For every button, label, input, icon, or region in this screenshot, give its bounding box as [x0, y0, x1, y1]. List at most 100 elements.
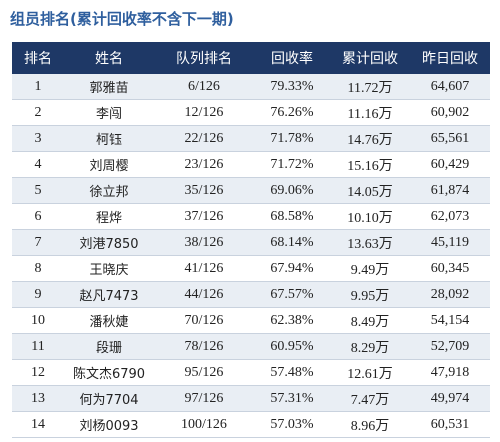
table-cell: 45,119 — [410, 229, 490, 256]
table-cell: 8.96万 — [330, 411, 410, 438]
table-row: 1 郭雅苗 6/126 79.33% 11.72万 64,607 — [12, 74, 490, 100]
table-cell: 陈文杰6790 — [64, 359, 154, 386]
table-cell: 61,874 — [410, 177, 490, 204]
table-cell: 潘秋婕 — [64, 307, 154, 334]
table-row: 12 陈文杰6790 95/126 57.48% 12.61万 47,918 — [12, 359, 490, 386]
table-cell: 23/126 — [154, 151, 254, 178]
table-cell: 11 — [12, 333, 64, 360]
table-cell: 4 — [12, 151, 64, 178]
table-cell: 52,709 — [410, 333, 490, 360]
table-row: 14 刘杨0093 100/126 57.03% 8.96万 60,531 — [12, 411, 490, 438]
table-cell: 54,154 — [410, 307, 490, 334]
table-row: 2 李闯 12/126 76.26% 11.16万 60,902 — [12, 99, 490, 126]
table-cell: 57.31% — [254, 385, 330, 412]
table-cell: 60,345 — [410, 255, 490, 282]
table-cell: 段珊 — [64, 333, 154, 360]
table-cell: 7.47万 — [330, 385, 410, 412]
header-cell: 队列排名 — [154, 42, 254, 74]
header-cell: 昨日回收 — [410, 42, 490, 74]
table-body: 1 郭雅苗 6/126 79.33% 11.72万 64,607 2 李闯 12/126 76.2… — [12, 74, 490, 438]
table-cell: 35/126 — [154, 177, 254, 204]
table-cell: 李闯 — [64, 99, 154, 126]
table-cell: 3 — [12, 125, 64, 152]
table-cell: 程烨 — [64, 203, 154, 230]
table-cell: 69.06% — [254, 177, 330, 204]
table-cell: 62,073 — [410, 203, 490, 230]
table-cell: 67.94% — [254, 255, 330, 282]
table-cell: 13.63万 — [330, 229, 410, 256]
header-row: 排名 姓名 队列排名 回收率 累计回收 昨日回收 — [12, 42, 490, 74]
table-cell: 65,561 — [410, 125, 490, 152]
title: 组员排名(累计回收率不含下一期) — [10, 10, 234, 28]
table-cell: 郭雅苗 — [64, 74, 154, 100]
table-cell: 2 — [12, 99, 64, 126]
table-row: 4 刘周樱 23/126 71.72% 15.16万 60,429 — [12, 151, 490, 178]
header-cell: 累计回收 — [330, 42, 410, 74]
table-row: 3 柯钰 22/126 71.78% 14.76万 65,561 — [12, 125, 490, 152]
table-cell: 76.26% — [254, 99, 330, 126]
table-cell: 13 — [12, 385, 64, 412]
table-cell: 10.10万 — [330, 203, 410, 230]
table-cell: 95/126 — [154, 359, 254, 386]
table-cell: 22/126 — [154, 125, 254, 152]
table-cell: 赵凡7473 — [64, 281, 154, 308]
header-cell: 回收率 — [254, 42, 330, 74]
table-cell: 100/126 — [154, 411, 254, 438]
table-cell: 14 — [12, 411, 64, 438]
table-cell: 60,429 — [410, 151, 490, 178]
table-cell: 60.95% — [254, 333, 330, 360]
table-cell: 57.03% — [254, 411, 330, 438]
table-cell: 刘周樱 — [64, 151, 154, 178]
table-cell: 97/126 — [154, 385, 254, 412]
table-cell: 9.95万 — [330, 281, 410, 308]
table-row: 13 何为7704 97/126 57.31% 7.47万 49,974 — [12, 385, 490, 412]
table-cell: 49,974 — [410, 385, 490, 412]
table-cell: 11.72万 — [330, 74, 410, 100]
table-cell: 79.33% — [254, 74, 330, 100]
table-row: 11 段珊 78/126 60.95% 8.29万 52,709 — [12, 333, 490, 360]
table-cell: 71.72% — [254, 151, 330, 178]
table-cell: 14.05万 — [330, 177, 410, 204]
table-cell: 60,902 — [410, 99, 490, 126]
table-cell: 57.48% — [254, 359, 330, 386]
header-cell: 姓名 — [64, 42, 154, 74]
table-cell: 68.14% — [254, 229, 330, 256]
table-cell: 14.76万 — [330, 125, 410, 152]
table-cell: 78/126 — [154, 333, 254, 360]
table-cell: 王晓庆 — [64, 255, 154, 282]
table-cell: 1 — [12, 74, 64, 100]
table-cell: 64,607 — [410, 74, 490, 100]
table-row: 6 程烨 37/126 68.58% 10.10万 62,073 — [12, 203, 490, 230]
table-cell: 11.16万 — [330, 99, 410, 126]
table-cell: 5 — [12, 177, 64, 204]
table-cell: 9.49万 — [330, 255, 410, 282]
table-cell: 60,531 — [410, 411, 490, 438]
table-cell: 12 — [12, 359, 64, 386]
table-cell: 28,092 — [410, 281, 490, 308]
table-row: 10 潘秋婕 70/126 62.38% 8.49万 54,154 — [12, 307, 490, 334]
table-cell: 刘杨0093 — [64, 411, 154, 438]
table-cell: 12.61万 — [330, 359, 410, 386]
table-cell: 徐立邦 — [64, 177, 154, 204]
table-cell: 68.58% — [254, 203, 330, 230]
table-cell: 71.78% — [254, 125, 330, 152]
table-row: 5 徐立邦 35/126 69.06% 14.05万 61,874 — [12, 177, 490, 204]
table-cell: 柯钰 — [64, 125, 154, 152]
table-cell: 刘港7850 — [64, 229, 154, 256]
header-cell: 排名 — [12, 42, 64, 74]
table-cell: 67.57% — [254, 281, 330, 308]
table-cell: 70/126 — [154, 307, 254, 334]
table-cell: 8 — [12, 255, 64, 282]
table-cell: 何为7704 — [64, 385, 154, 412]
table-cell: 6 — [12, 203, 64, 230]
table-cell: 12/126 — [154, 99, 254, 126]
table-row: 9 赵凡7473 44/126 67.57% 9.95万 28,092 — [12, 281, 490, 308]
table-cell: 7 — [12, 229, 64, 256]
table-cell: 62.38% — [254, 307, 330, 334]
table-row: 7 刘港7850 38/126 68.14% 13.63万 45,119 — [12, 229, 490, 256]
table-cell: 47,918 — [410, 359, 490, 386]
table-cell: 8.49万 — [330, 307, 410, 334]
ranking-table: 排名 姓名 队列排名 回收率 累计回收 昨日回收 1 郭雅苗 6/126 79.33% 11.72… — [12, 42, 490, 438]
table-cell: 38/126 — [154, 229, 254, 256]
